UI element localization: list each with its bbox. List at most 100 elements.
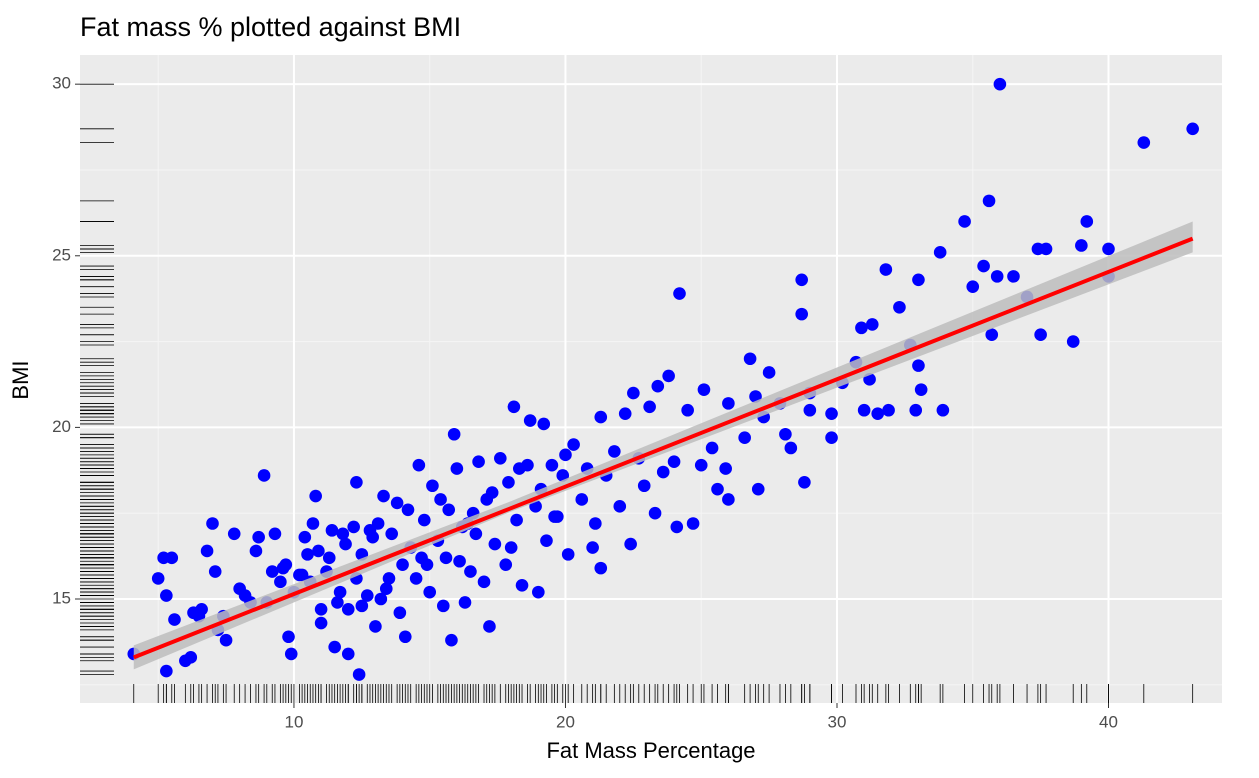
point (360, 589, 374, 602)
point (325, 524, 339, 537)
point (1007, 270, 1020, 283)
y-tick-label: 30 (52, 74, 71, 93)
point (589, 517, 602, 530)
point (485, 486, 499, 499)
point (488, 537, 502, 551)
point (1186, 122, 1199, 136)
point (314, 616, 328, 630)
point (331, 596, 344, 609)
point (559, 448, 572, 462)
point (648, 506, 662, 520)
point (355, 599, 369, 613)
point (450, 462, 464, 475)
point (314, 603, 328, 616)
point (385, 527, 399, 541)
point (306, 517, 320, 530)
point (795, 273, 808, 287)
point (722, 493, 735, 506)
point (656, 465, 670, 479)
point (160, 664, 173, 678)
point (762, 366, 776, 379)
point (914, 383, 928, 396)
point (643, 400, 656, 414)
point (219, 633, 233, 647)
point (594, 410, 608, 424)
point (499, 558, 513, 571)
point (276, 561, 290, 575)
point (398, 630, 412, 644)
point (249, 544, 263, 558)
point (651, 379, 665, 393)
point (412, 458, 426, 472)
point (966, 280, 980, 293)
point (1034, 328, 1047, 342)
y-tick-label: 25 (52, 245, 71, 264)
point (667, 455, 681, 469)
point (374, 592, 388, 606)
point (909, 403, 923, 417)
point (515, 578, 529, 592)
point (502, 476, 515, 489)
point (453, 554, 466, 568)
point (510, 513, 523, 527)
point (662, 369, 675, 383)
point (613, 500, 627, 513)
confidence-band (133, 221, 1193, 670)
point (795, 307, 808, 321)
point (151, 572, 165, 585)
point (608, 445, 621, 458)
point (537, 417, 551, 431)
point (390, 496, 404, 510)
point (586, 541, 599, 554)
point (545, 458, 559, 472)
point (507, 400, 521, 414)
point (477, 575, 491, 589)
point (396, 558, 409, 571)
point (469, 527, 483, 541)
point (624, 537, 637, 551)
point (722, 397, 735, 410)
fit-line (133, 236, 1194, 660)
point (893, 300, 906, 314)
point (719, 462, 732, 475)
point (779, 427, 792, 441)
point (298, 530, 312, 544)
point (540, 534, 553, 547)
point (436, 599, 450, 613)
point (200, 544, 214, 558)
point (711, 482, 724, 496)
point (857, 403, 871, 417)
point (567, 438, 580, 451)
point (458, 596, 472, 609)
point (328, 640, 341, 654)
point (871, 407, 885, 420)
point (322, 551, 336, 565)
point (434, 493, 447, 506)
point (184, 651, 198, 664)
point (990, 270, 1004, 283)
point (165, 551, 179, 565)
point (670, 520, 684, 534)
point (483, 620, 496, 633)
point (798, 476, 811, 489)
point (439, 551, 453, 565)
point (1080, 215, 1094, 228)
point (548, 510, 561, 523)
y-axis-title: BMI (8, 360, 33, 399)
point (751, 482, 765, 496)
point (1102, 242, 1115, 256)
point (977, 259, 990, 273)
point (341, 603, 355, 616)
point (417, 513, 431, 527)
point (985, 328, 999, 342)
point (382, 572, 396, 585)
point (268, 527, 282, 541)
point (447, 427, 461, 441)
point (445, 633, 458, 647)
point (982, 194, 996, 208)
x-tick-label: 40 (1099, 712, 1118, 731)
point (697, 383, 711, 396)
point (160, 589, 173, 602)
y-tick-label: 20 (52, 417, 71, 436)
